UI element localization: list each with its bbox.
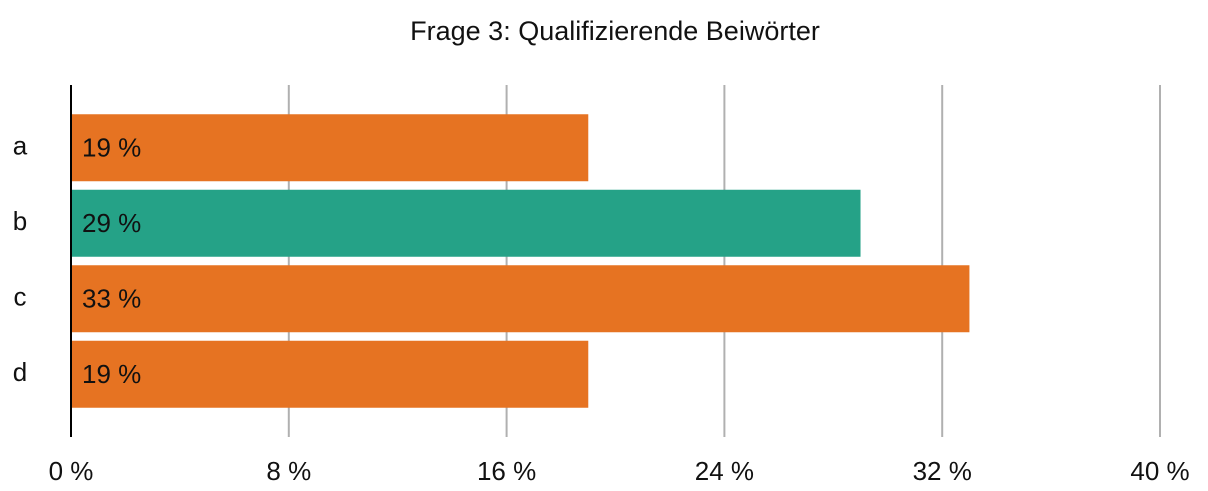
y-tick-label: c: [14, 282, 27, 312]
x-tick-label: 40 %: [1130, 456, 1189, 486]
x-tick-label: 0 %: [49, 456, 94, 486]
bar: [71, 189, 861, 257]
value-label: 33 %: [82, 284, 141, 314]
x-tick-label: 8 %: [266, 456, 311, 486]
chart-title: Frage 3: Qualifizierende Beiwörter: [410, 16, 820, 46]
x-tick-label: 32 %: [913, 456, 972, 486]
bar: [71, 114, 589, 182]
value-label: 29 %: [82, 208, 141, 238]
y-tick-label: b: [13, 206, 27, 236]
bar: [71, 265, 970, 333]
y-tick-label: a: [13, 131, 28, 161]
value-label: 19 %: [82, 133, 141, 163]
value-label: 19 %: [82, 359, 141, 389]
bar: [71, 340, 589, 408]
x-tick-label: 16 %: [477, 456, 536, 486]
x-tick-label: 24 %: [695, 456, 754, 486]
y-tick-label: d: [13, 357, 27, 387]
